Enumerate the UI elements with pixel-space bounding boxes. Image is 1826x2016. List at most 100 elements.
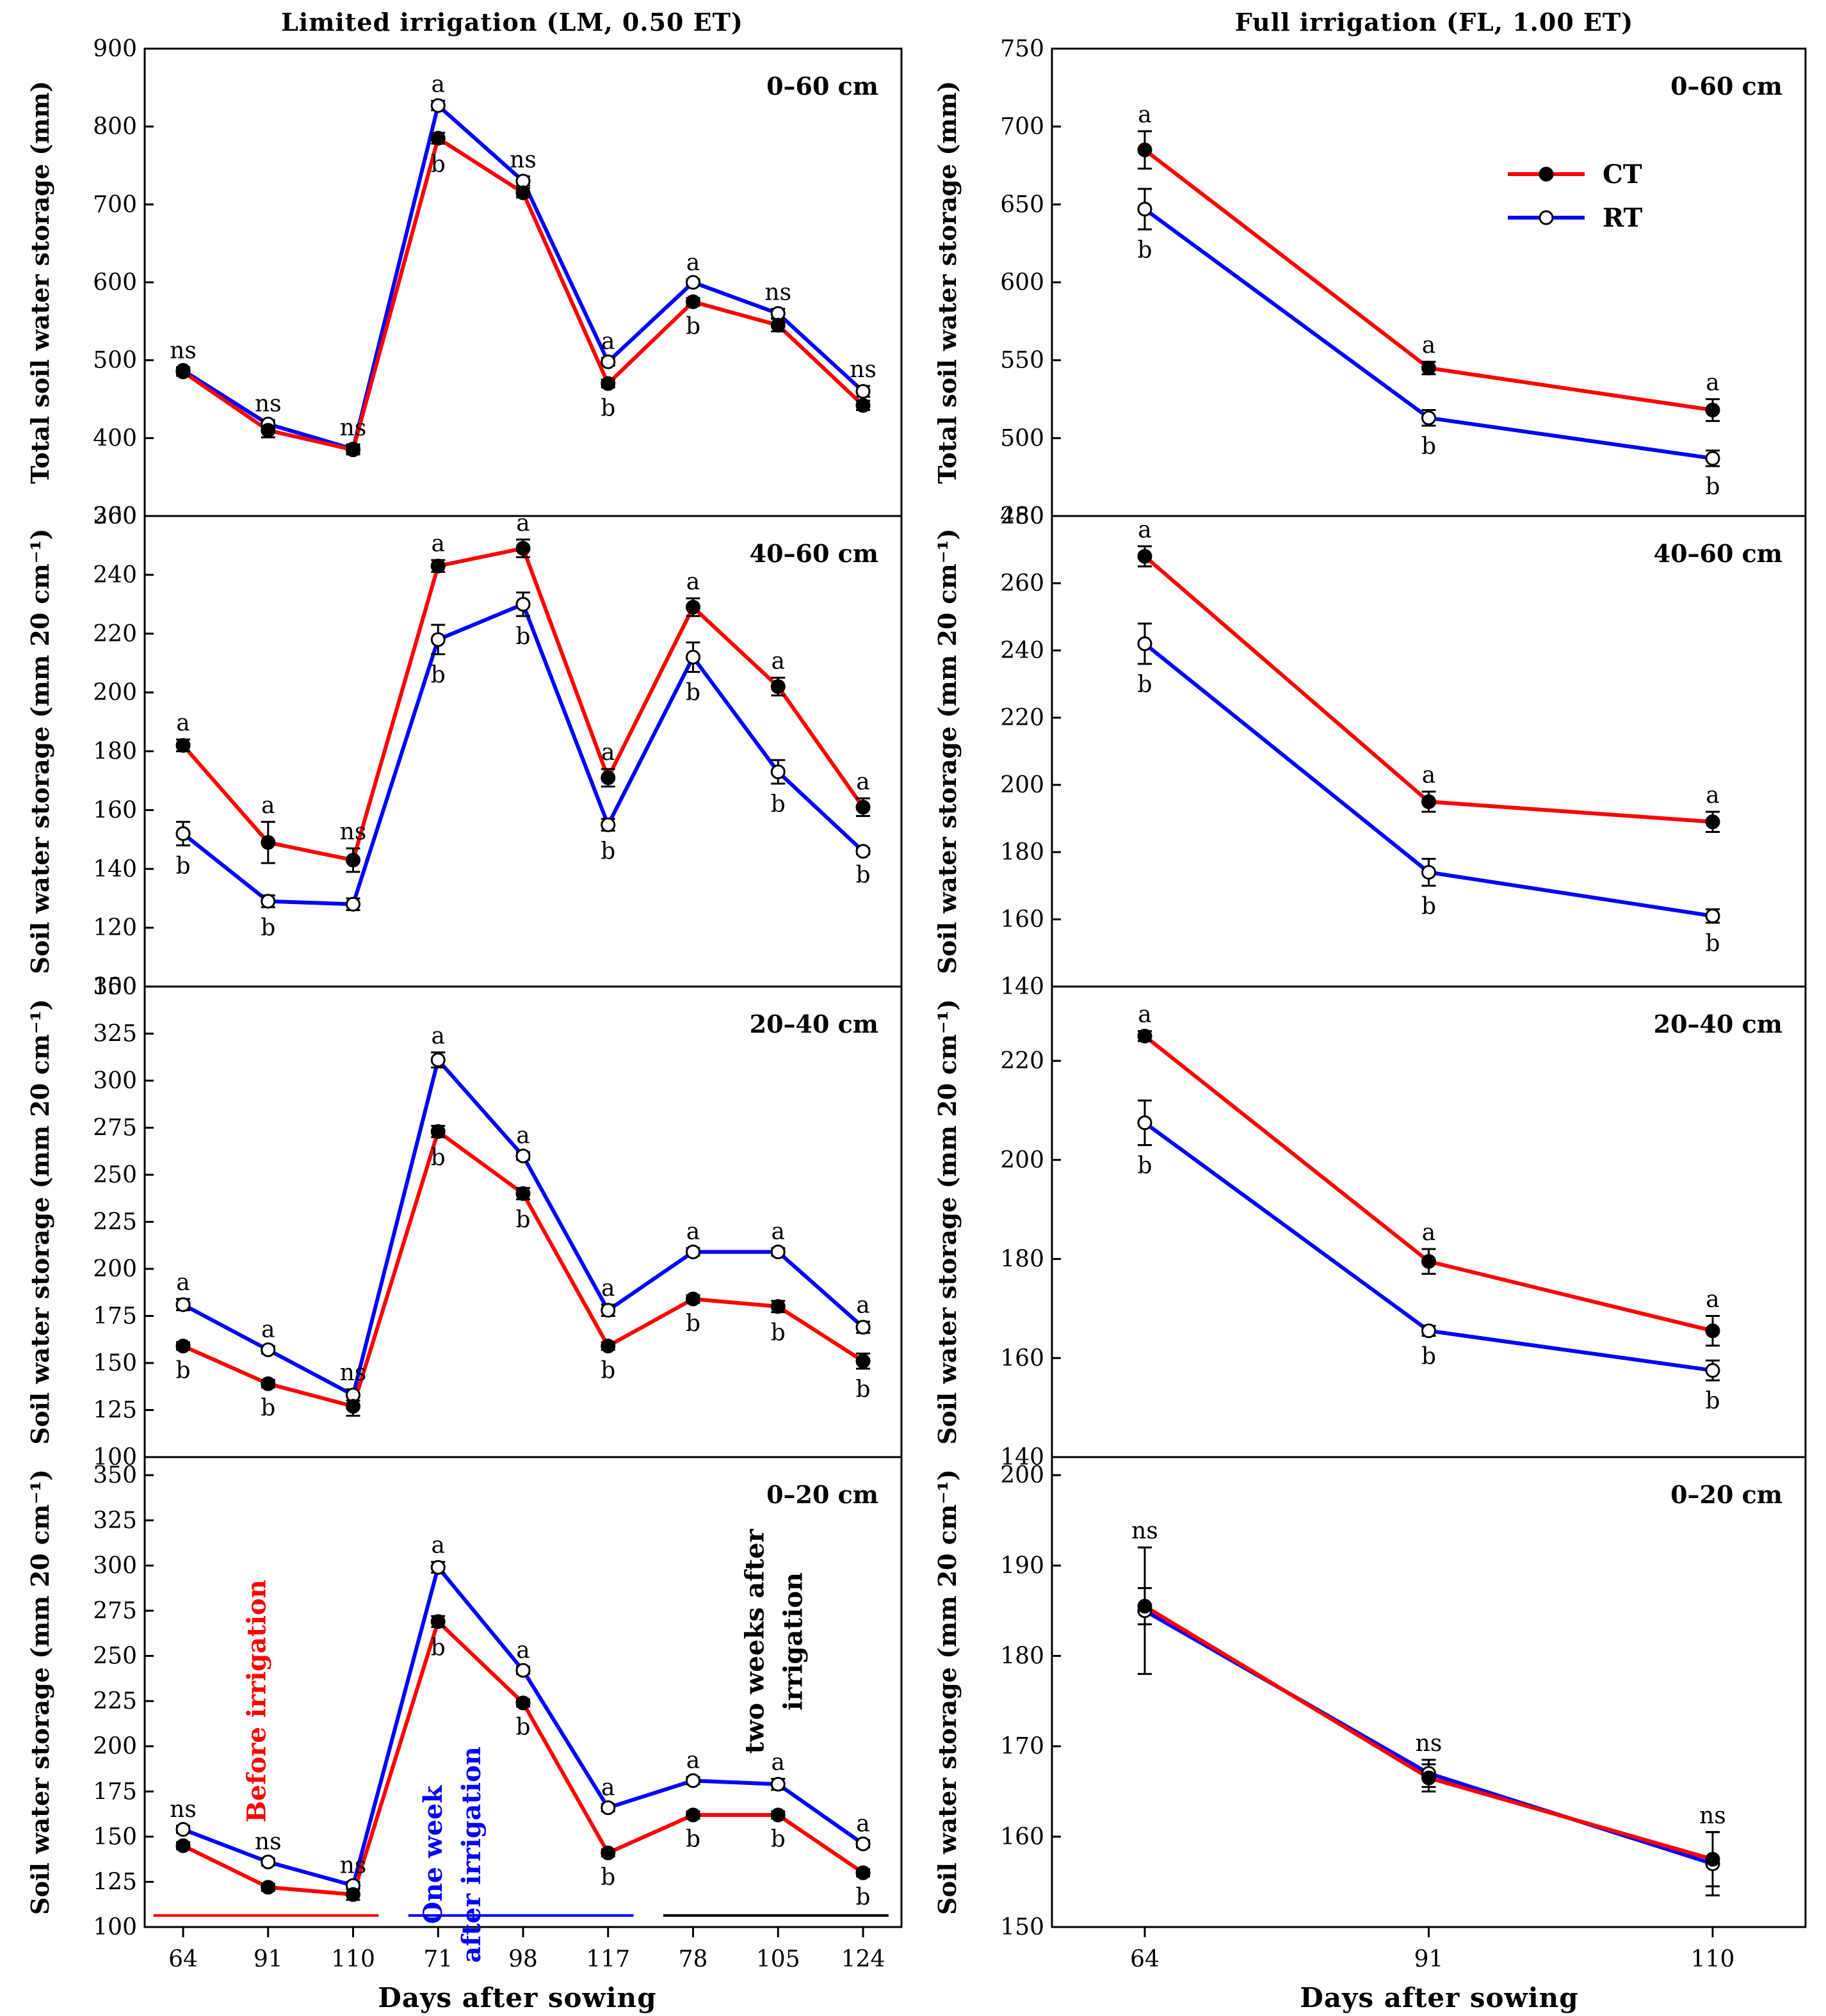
significance-label: b	[1705, 930, 1720, 956]
annotation-irrigation: irrigation	[779, 1572, 809, 1711]
y-tick-label: 180	[1000, 839, 1044, 866]
ct-point	[430, 1614, 446, 1629]
ct-point	[515, 185, 531, 200]
y-tick-label: 160	[93, 797, 137, 823]
ct-point	[1705, 403, 1720, 418]
legend-ct-label: CT	[1603, 159, 1642, 190]
y-tick-label: 200	[93, 680, 137, 706]
y-tick-label: 650	[1000, 191, 1044, 218]
y-tick-label: 125	[93, 1398, 137, 1424]
panel-left-4: 100 125 150 175 200 225 250 275 300 325 350 64 91 110…	[26, 1456, 903, 1972]
significance-label: b	[601, 839, 615, 865]
panel-right-4: 150 160 170 180 190 200 64 91 110 Soil water stor…	[933, 1456, 1807, 1972]
ct-point	[175, 1339, 191, 1354]
rt-point	[261, 894, 276, 909]
x-tick-label: 78	[679, 1946, 708, 1972]
right-x-axis-label: Days after sowing	[1300, 1982, 1578, 2013]
annotation-two-weeks: two weeks after	[740, 1528, 770, 1754]
y-tick-label: 175	[93, 1778, 137, 1805]
y-axis-label: Soil water storage (mm 20 cm⁻¹)	[933, 1469, 962, 1915]
ct-point	[430, 131, 446, 146]
panel-left-1: 300 400 500 600 700 800 900 Total soil water st…	[26, 36, 903, 529]
significance-label: ns	[170, 338, 197, 364]
significance-label: ns	[255, 1829, 282, 1855]
y-tick-label: 100	[93, 1914, 137, 1940]
rt-point	[430, 98, 446, 113]
significance-label: a	[686, 1219, 700, 1245]
y-tick-label: 225	[93, 1688, 137, 1714]
significance-label: ns	[1416, 1730, 1442, 1757]
significance-label: b	[515, 1207, 530, 1233]
rt-point	[1421, 1323, 1436, 1339]
significance-label: b	[601, 1357, 615, 1383]
ct-point	[430, 558, 446, 574]
significance-label: b	[686, 679, 700, 706]
ct-point	[686, 1291, 700, 1307]
significance-label: ns	[340, 415, 367, 441]
rt-point	[515, 1149, 531, 1164]
y-tick-label: 600	[1000, 270, 1044, 296]
significance-label: b	[431, 662, 446, 688]
significance-label: b	[601, 395, 615, 421]
ct-point	[515, 1186, 531, 1201]
ct-point	[261, 1880, 276, 1895]
ct-point	[1421, 1770, 1436, 1786]
ct-point	[601, 770, 616, 786]
significance-label: a	[686, 1748, 700, 1774]
significance-label: ns	[170, 1796, 197, 1823]
significance-label: a	[1138, 1002, 1151, 1028]
rt-point	[770, 1245, 786, 1260]
y-axis-label: Total soil water storage (mm)	[26, 81, 54, 484]
ct-point	[770, 1807, 786, 1823]
significance-label: b	[1705, 474, 1720, 500]
y-tick-label: 150	[93, 1350, 137, 1376]
rt-point	[601, 1800, 616, 1816]
significance-label: b	[855, 862, 870, 888]
rt-point	[770, 1777, 786, 1792]
significance-label: a	[1138, 102, 1151, 128]
ct-point	[1421, 360, 1436, 376]
x-tick-label: 91	[254, 1946, 283, 1972]
y-tick-label: 300	[93, 503, 137, 529]
significance-label: ns	[1699, 1803, 1726, 1829]
significance-label: a	[772, 1219, 785, 1245]
annotation-after-irrigation: after irrigation	[456, 1746, 487, 1963]
significance-label: b	[686, 1826, 700, 1853]
ct-point	[686, 599, 700, 615]
significance-label: a	[1706, 782, 1719, 809]
ct-point	[175, 1838, 191, 1853]
significance-label: ns	[340, 1852, 367, 1878]
significance-label: a	[1422, 332, 1435, 359]
y-tick-label: 250	[93, 1162, 137, 1188]
y-tick-label: 250	[93, 1643, 137, 1670]
y-tick-label: 300	[93, 1552, 137, 1579]
x-tick-label: 110	[331, 1946, 375, 1972]
y-axis-label: Soil water storage (mm 20 cm⁻¹)	[933, 529, 962, 974]
significance-label: ns	[340, 1360, 367, 1386]
depth-label: 0–60 cm	[1670, 72, 1782, 101]
y-tick-label: 100	[93, 1444, 137, 1471]
significance-label: ns	[1131, 1518, 1158, 1544]
rt-point	[686, 1773, 700, 1788]
significance-label: b	[1421, 1343, 1436, 1369]
y-tick-label: 240	[1000, 638, 1044, 664]
y-tick-label: 700	[1000, 114, 1044, 140]
rt-point	[430, 1560, 446, 1575]
y-tick-label: 325	[93, 1021, 137, 1047]
significance-label: b	[261, 1395, 275, 1421]
y-tick-label: 220	[1000, 705, 1044, 731]
significance-label: ns	[510, 147, 537, 173]
significance-label: b	[771, 1826, 786, 1853]
y-tick-label: 500	[1000, 425, 1044, 451]
depth-label: 40–60 cm	[750, 539, 878, 568]
rt-point	[855, 1836, 871, 1851]
significance-label: b	[1137, 237, 1152, 263]
ct-point	[601, 376, 616, 391]
y-tick-label: 220	[1000, 1048, 1044, 1074]
y-axis-label: Soil water storage (mm 20 cm⁻¹)	[933, 999, 962, 1445]
ct-point	[855, 1865, 871, 1880]
rt-point	[601, 354, 616, 369]
significance-label: a	[261, 793, 275, 819]
y-tick-label: 180	[1000, 1246, 1044, 1273]
significance-label: ns	[764, 279, 791, 305]
